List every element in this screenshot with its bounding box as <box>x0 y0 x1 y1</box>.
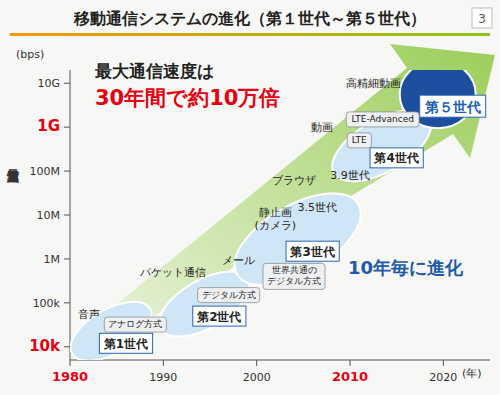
svg-text:3.5世代: 3.5世代 <box>298 201 338 214</box>
svg-text:2010: 2010 <box>332 369 368 384</box>
svg-text:LTE: LTE <box>352 135 367 145</box>
svg-text:音声: 音声 <box>78 308 100 321</box>
svg-text:100M: 100M <box>30 165 61 178</box>
svg-text:1M: 1M <box>44 253 61 266</box>
svg-text:デジタル方式: デジタル方式 <box>267 276 321 286</box>
svg-text:第2世代: 第2世代 <box>196 310 241 324</box>
svg-text:移動通信システムの進化（第１世代～第５世代）: 移動通信システムの進化（第１世代～第５世代） <box>73 9 426 28</box>
html-text:(年): (年) <box>462 367 482 380</box>
svg-text:第５世代: 第５世代 <box>424 99 481 115</box>
svg-text:1980: 1980 <box>52 369 88 384</box>
svg-text:3.9世代: 3.9世代 <box>330 169 370 182</box>
svg-text:メール: メール <box>222 254 255 267</box>
svg-text:LTE-Advanced: LTE-Advanced <box>351 114 413 124</box>
svg-text:10G: 10G <box>37 77 60 90</box>
html-text:30年間で約10万倍: 30年間で約10万倍 <box>95 86 281 110</box>
svg-text:1990: 1990 <box>149 371 177 384</box>
svg-text:静止画: 静止画 <box>259 206 292 219</box>
svg-text:パケット通信: パケット通信 <box>139 266 206 279</box>
svg-text:10M: 10M <box>37 209 61 222</box>
svg-text:動画: 動画 <box>311 121 333 134</box>
svg-text:第4世代: 第4世代 <box>373 151 418 165</box>
svg-text:デジタル方式: デジタル方式 <box>202 290 256 300</box>
svg-text:世界共通の: 世界共通の <box>272 265 317 275</box>
svg-text:高精細動画: 高精細動画 <box>346 77 401 90</box>
svg-text:100k: 100k <box>33 297 61 310</box>
svg-text:アナログ方式: アナログ方式 <box>108 319 162 329</box>
svg-text:2020: 2020 <box>429 371 457 384</box>
svg-text:ブラウザ: ブラウザ <box>272 174 316 187</box>
svg-text:第3世代: 第3世代 <box>289 245 334 259</box>
svg-text:1G: 1G <box>37 117 60 135</box>
svg-text:2000: 2000 <box>243 371 271 384</box>
html-text:(bps): (bps) <box>16 48 45 61</box>
svg-text:10k: 10k <box>29 337 61 355</box>
svg-text:第1世代: 第1世代 <box>103 337 148 351</box>
html-text:10年毎に進化: 10年毎に進化 <box>348 257 464 278</box>
html-text:最大通信速度は: 最大通信速度は <box>95 61 214 81</box>
svg-text:(カメラ): (カメラ) <box>255 219 297 232</box>
svg-text:3: 3 <box>478 12 486 26</box>
